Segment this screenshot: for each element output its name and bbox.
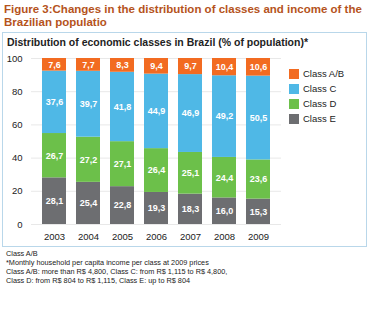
svg-text:7,7: 7,7: [82, 60, 95, 70]
svg-text:24,4: 24,4: [216, 173, 234, 183]
svg-text:60: 60: [12, 119, 23, 130]
svg-text:50,5: 50,5: [250, 113, 268, 123]
svg-text:25,1: 25,1: [182, 168, 200, 178]
html-text:Class A/B: Class A/B: [6, 249, 38, 258]
svg-text:9,7: 9,7: [184, 61, 197, 71]
svg-text:19,3: 19,3: [148, 203, 166, 213]
html-text:Class E: Class E: [303, 113, 336, 124]
svg-text:27,1: 27,1: [114, 159, 132, 169]
svg-text:0: 0: [17, 219, 22, 230]
html-text:Class D: Class D: [303, 98, 337, 109]
svg-text:49,2: 49,2: [216, 111, 234, 121]
svg-text:15,3: 15,3: [250, 207, 268, 217]
svg-text:2009: 2009: [248, 231, 269, 242]
html-text:Figure 3:Changes in the distri: Figure 3:Changes in the distribution of …: [4, 3, 362, 28]
svg-text:44,9: 44,9: [148, 106, 166, 116]
svg-text:10,4: 10,4: [216, 62, 234, 72]
svg-text:80: 80: [12, 86, 23, 97]
html-text:Class D: from R$ 804 to R$ 1,1: Class D: from R$ 804 to R$ 1,115, Class …: [6, 276, 190, 285]
svg-text:2006: 2006: [146, 231, 167, 242]
svg-text:46,9: 46,9: [182, 108, 200, 118]
svg-text:18,3: 18,3: [182, 204, 200, 214]
svg-text:37,6: 37,6: [46, 97, 64, 107]
html-text:*Monthly household per capita: *Monthly household per capita income per…: [6, 258, 209, 267]
svg-text:41,8: 41,8: [114, 102, 132, 112]
html-text:Class A/B: Class A/B: [303, 68, 345, 79]
svg-text:100: 100: [7, 53, 23, 64]
svg-text:2007: 2007: [180, 231, 201, 242]
svg-text:40: 40: [12, 152, 23, 163]
svg-text:39,7: 39,7: [80, 99, 98, 109]
html-text:Class C: Class C: [303, 83, 337, 94]
svg-text:9,4: 9,4: [150, 61, 163, 71]
svg-text:22,8: 22,8: [114, 200, 132, 210]
svg-text:28,1: 28,1: [46, 196, 64, 206]
svg-text:20: 20: [12, 185, 23, 196]
html-text:Class A/B: more than R$ 4,800,: Class A/B: more than R$ 4,800, Class C: …: [6, 267, 228, 276]
svg-text:16,0: 16,0: [216, 206, 234, 216]
svg-text:26,4: 26,4: [148, 165, 166, 175]
svg-text:26,7: 26,7: [46, 151, 64, 161]
svg-text:7,6: 7,6: [48, 60, 61, 70]
svg-text:2004: 2004: [78, 231, 99, 242]
svg-text:27,2: 27,2: [80, 155, 98, 165]
svg-text:2005: 2005: [112, 231, 133, 242]
html-text:Distribution of economic class: Distribution of economic classes in Braz…: [7, 36, 308, 48]
svg-text:10,6: 10,6: [250, 62, 268, 72]
svg-text:8,3: 8,3: [116, 60, 129, 70]
svg-text:23,6: 23,6: [250, 174, 268, 184]
svg-text:2003: 2003: [44, 231, 65, 242]
svg-text:2008: 2008: [214, 231, 235, 242]
svg-text:25,4: 25,4: [80, 198, 98, 208]
